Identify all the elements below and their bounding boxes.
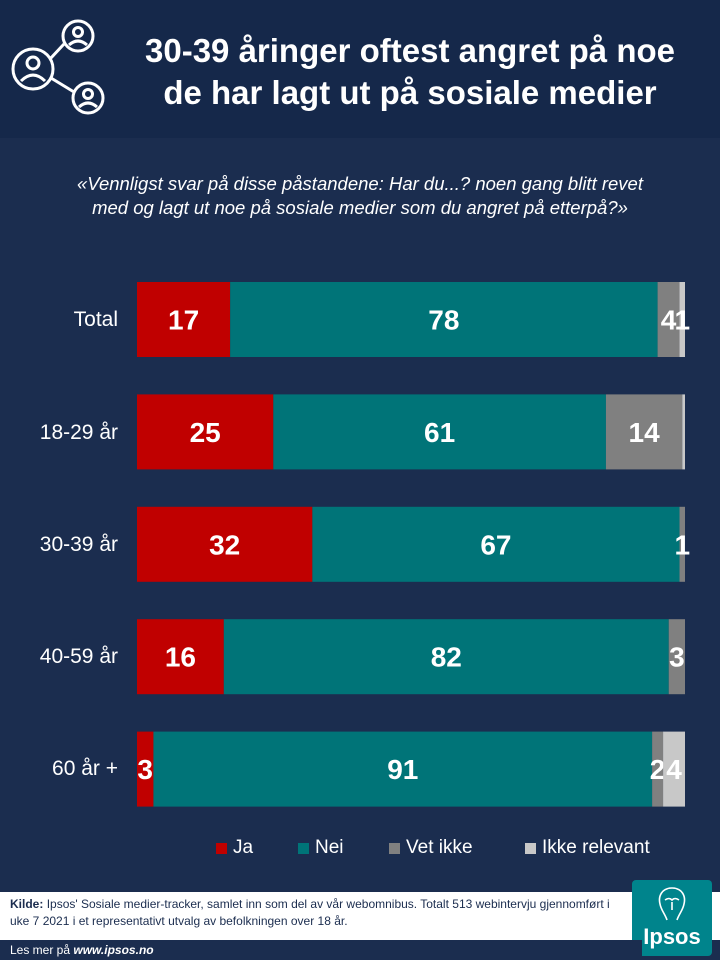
question-line-2: med og lagt ut noe på sosiale medier som… bbox=[92, 197, 628, 218]
legend-label-ikke-relevant: Ikke relevant bbox=[542, 837, 650, 858]
value-label-vet-ikke-4: 3 bbox=[669, 642, 685, 673]
legend-swatch-ikke-relevant bbox=[525, 842, 536, 854]
legend-item-ikke-relevant: Ikke relevant bbox=[525, 836, 650, 860]
value-label-vet-ikke-3: 1 bbox=[674, 529, 690, 560]
bar-vet-ikke-1 bbox=[657, 282, 680, 357]
value-label-ja-4: 16 bbox=[165, 642, 196, 673]
bar-ja-4 bbox=[137, 619, 224, 695]
source-text: Ipsos' Sosiale medier-tracker, samlet in… bbox=[10, 897, 610, 928]
bar-nei-4 bbox=[223, 619, 669, 695]
bar-ikke-relevant-1 bbox=[679, 282, 685, 357]
bar-vet-ikke-5 bbox=[652, 731, 664, 807]
bar-vet-ikke-4 bbox=[668, 619, 685, 695]
bar-ja-2 bbox=[137, 394, 274, 470]
read-more-bar: Les mer på www.ipsos.no bbox=[0, 940, 642, 960]
value-label-ikke-relevant-1: 1 bbox=[674, 305, 690, 336]
legend-swatch-nei bbox=[298, 842, 309, 854]
legend-label-nei: Nei bbox=[315, 837, 344, 858]
question-line-1: «Vennligst svar på disse påstandene: Har… bbox=[77, 173, 643, 194]
value-label-ikke-relevant-5: 4 bbox=[666, 754, 682, 785]
value-label-vet-ikke-1: 4 bbox=[661, 305, 677, 336]
bar-ja-5 bbox=[137, 731, 154, 807]
value-label-ja-2: 25 bbox=[190, 417, 221, 448]
category-label-18-29: 18-29 år bbox=[39, 421, 118, 444]
legend-item-nei: Nei bbox=[298, 836, 344, 860]
footer: Kilde: Ipsos' Sosiale medier-tracker, sa… bbox=[0, 892, 720, 940]
legend-item-vet-ikke: Vet ikke bbox=[389, 836, 473, 860]
bar-nei-1 bbox=[230, 282, 658, 357]
page-title: 30-39 åringer oftest angret på noe de ha… bbox=[110, 30, 710, 114]
value-label-vet-ikke-2: 14 bbox=[629, 417, 661, 448]
read-more-link[interactable]: www.ipsos.no bbox=[73, 943, 154, 957]
logo-face-icon bbox=[658, 887, 686, 921]
bar-ja-1 bbox=[137, 282, 231, 357]
bar-ikke-relevant-5 bbox=[663, 731, 685, 807]
category-label-60-plus: 60 år + bbox=[52, 757, 118, 780]
bar-nei-5 bbox=[153, 731, 653, 807]
value-label-ja-3: 32 bbox=[209, 529, 240, 560]
question-text: «Vennligst svar på disse påstandene: Har… bbox=[20, 172, 700, 220]
value-label-nei-2: 61 bbox=[424, 417, 455, 448]
category-label-30-39: 30-39 år bbox=[39, 533, 118, 556]
legend-swatch-vet-ikke bbox=[389, 842, 400, 854]
legend-label-vet-ikke: Vet ikke bbox=[406, 837, 473, 858]
bar-ikke-relevant-2 bbox=[682, 394, 685, 470]
logo-text: Ipsos bbox=[643, 924, 701, 949]
value-label-nei-1: 78 bbox=[428, 305, 459, 336]
source-note: Kilde: Ipsos' Sosiale medier-tracker, sa… bbox=[10, 896, 615, 930]
legend-label-ja: Ja bbox=[233, 837, 254, 858]
title-line-2: de har lagt ut på sosiale medier bbox=[163, 74, 657, 111]
source-label: Kilde: bbox=[10, 897, 44, 911]
bar-nei-3 bbox=[312, 506, 680, 582]
value-label-nei-3: 67 bbox=[480, 529, 511, 560]
ipsos-logo: Ipsos bbox=[632, 880, 712, 956]
legend-swatch-ja bbox=[216, 842, 227, 854]
category-label-40-59: 40-59 år bbox=[39, 645, 118, 668]
legend-item-ja: Ja bbox=[216, 836, 253, 860]
value-label-vet-ikke-5: 2 bbox=[650, 754, 666, 785]
category-label-total: Total bbox=[73, 308, 118, 331]
bar-nei-2 bbox=[273, 394, 606, 470]
header-band: 30-39 åringer oftest angret på noe de ha… bbox=[0, 0, 720, 138]
value-label-ja-5: 3 bbox=[137, 754, 153, 785]
social-network-icon bbox=[11, 19, 105, 115]
value-label-nei-5: 91 bbox=[387, 754, 418, 785]
title-line-1: 30-39 åringer oftest angret på noe bbox=[145, 32, 675, 69]
bar-ja-3 bbox=[137, 506, 313, 582]
bar-vet-ikke-3 bbox=[679, 506, 685, 582]
read-more-prefix: Les mer på bbox=[10, 943, 71, 957]
bar-vet-ikke-2 bbox=[605, 394, 683, 470]
value-label-nei-4: 82 bbox=[431, 642, 462, 673]
value-label-ja-1: 17 bbox=[168, 305, 199, 336]
